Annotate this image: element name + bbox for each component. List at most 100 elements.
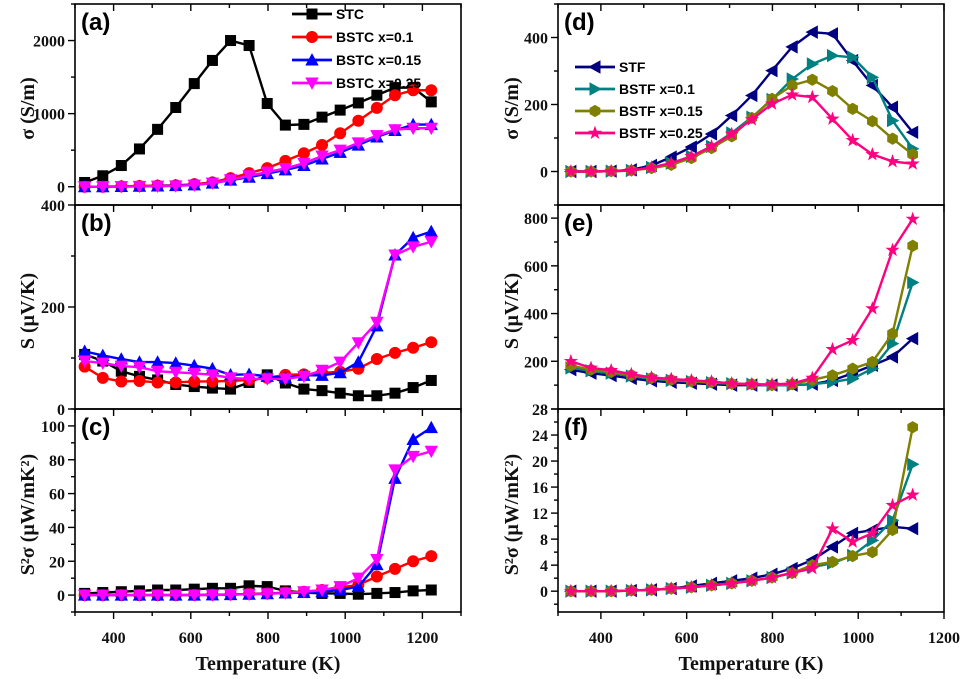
data-point [724,575,739,590]
y-tick-label: 400 [524,31,548,48]
data-point [724,126,739,140]
data-point [805,560,820,575]
data-point [389,387,401,399]
y-tick-label: 1000 [33,107,65,124]
legend-label: STF [619,59,646,75]
data-point [388,346,401,359]
series-bstc-x-0-1 [78,336,438,389]
x-tick-label: 1200 [406,630,438,647]
legend-marker [305,30,318,43]
data-point [261,97,273,109]
data-point [297,586,311,599]
x-tick-label: 1200 [928,630,960,647]
legend-marker [588,60,601,74]
data-point [907,239,919,252]
data-point [905,331,919,346]
data-point [223,372,238,385]
data-point [370,130,384,143]
y-axis-title: S²σ (μW/mK²) [17,454,39,575]
data-point [905,156,920,170]
data-point [150,589,165,602]
data-point [563,583,578,598]
data-point [424,420,438,434]
data-point [315,584,329,597]
data-point [905,211,920,226]
series-line [570,218,914,386]
data-point [77,589,92,602]
data-point [115,375,128,388]
data-point [604,583,619,598]
series-stf [564,520,919,598]
data-point [744,112,759,126]
data-point [371,89,383,101]
data-point [604,362,619,377]
data-point [885,350,899,364]
x-tick-label: 800 [256,630,280,647]
data-point [827,84,838,98]
panel-f: 400 600 800 1000 1200 0 4 8 12 16 20 24 28 S²σ (μW/mK… [501,402,960,647]
data-point [334,387,346,399]
data-point [351,337,366,350]
legend-label: BSTF x=0.15 [619,103,703,119]
data-point [604,163,619,178]
data-point [847,50,860,64]
data-point [151,376,164,389]
x-axis-title-right: Temperature (K) [679,653,824,675]
y-axis-title: S²σ (μW/mK²) [501,454,523,575]
data-point [885,100,899,114]
data-point [371,390,383,402]
data-point [907,457,920,472]
data-point [905,125,919,140]
data-point [242,373,256,386]
data-point [583,583,599,598]
series-stf [564,25,919,179]
data-point [333,581,347,594]
x-tick-label: 800 [760,630,784,647]
data-point [885,497,900,512]
data-point [764,377,780,391]
data-point [260,588,274,601]
x-axis-title-left: Temperature (K) [196,653,341,675]
data-point [297,147,310,160]
data-point [388,249,402,262]
data-point [847,102,858,116]
panel-label: (a) [81,9,110,36]
data-point [351,355,366,368]
data-point [865,301,880,315]
data-point [885,154,900,168]
data-point [388,124,402,137]
data-point [370,554,384,567]
x-tick-label: 600 [675,630,699,647]
data-point [352,390,364,402]
data-point [847,549,858,563]
data-point [744,573,759,587]
legend-label: BSTC x=0.15 [336,52,421,68]
data-point [96,181,110,194]
y-tick-label: 24 [532,428,548,445]
data-point [316,385,328,397]
data-point [96,357,110,370]
data-point [407,555,420,568]
data-point [684,579,699,594]
series-bstf-x-0-1 [565,457,920,598]
data-point [764,96,780,110]
data-point [887,523,898,537]
panel-d: 0 200 400 σ (S/m) (d) STF BSTF x=0.1 BSTF x=0.1… [501,3,945,206]
legend-marker [305,77,319,90]
data-point [624,583,639,597]
data-point [298,118,310,130]
data-point [242,170,256,183]
series-line [570,245,914,387]
data-point [133,374,146,387]
data-point [825,27,838,41]
y-tick-label: 600 [524,259,548,276]
legend-label: BSTC x=0.1 [336,29,414,45]
data-point [704,374,719,388]
data-point [223,174,238,187]
data-point [77,355,92,368]
x-tick-label: 400 [102,630,126,647]
data-point [133,143,145,155]
data-point [704,127,718,141]
data-point [807,73,818,86]
legend: STF BSTF x=0.1 BSTF x=0.15 BSTF x=0.25 [575,59,703,141]
